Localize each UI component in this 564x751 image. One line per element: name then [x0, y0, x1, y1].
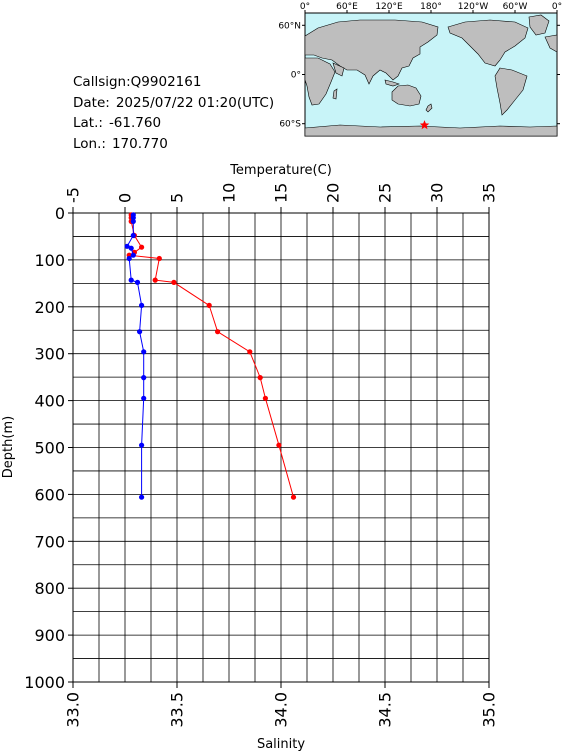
- salinity-data-point: [141, 395, 147, 401]
- temperature-data-point: [262, 395, 268, 401]
- temperature-data-point: [215, 329, 221, 335]
- temperature-tick-label: 10: [220, 183, 239, 203]
- landmass-arabia: [332, 62, 345, 77]
- salinity-data-point: [139, 442, 145, 448]
- salinity-data-point: [124, 243, 130, 249]
- landmass-europe-west: [544, 34, 558, 53]
- temperature-data-point: [257, 375, 263, 381]
- temperature-tick-label: 0: [116, 193, 135, 203]
- temperature-data-point: [139, 244, 145, 250]
- date-value: 2025/07/22 01:20(UTC): [115, 94, 275, 111]
- chart-grid: [72, 212, 490, 683]
- landmass-australia: [391, 84, 422, 107]
- map-lon-label: 0°: [552, 2, 562, 12]
- depth-tick-label: 300: [34, 345, 65, 364]
- callsign-value: Q9902161: [130, 74, 202, 90]
- salinity-tick-label: 33.0: [64, 692, 83, 728]
- salinity-data-point: [130, 218, 136, 224]
- depth-axis-label: Depth(m): [1, 416, 16, 478]
- lat-row: Lat.: -61.760: [73, 113, 274, 134]
- date-row: Date: 2025/07/22 01:20(UTC): [73, 93, 274, 114]
- depth-tick-label: 100: [34, 251, 65, 270]
- world-map: 0° 60°E 120°E 180° 120°W 60°W 0° 60°N 0° 60°S: [278, 2, 562, 137]
- temperature-data-point: [206, 302, 212, 308]
- landmass-north-america: [447, 19, 529, 67]
- salinity-tick-label: 33.5: [168, 692, 187, 728]
- callsign-label: Callsign:: [73, 74, 131, 90]
- map-lon-label: 60°E: [336, 2, 358, 12]
- temperature-tick-label: -5: [64, 187, 83, 203]
- temperature-tick-label: 35: [480, 183, 499, 203]
- temperature-tick-label: 30: [428, 183, 447, 203]
- depth-tick-label: 1000: [24, 673, 65, 692]
- depth-tick-label: 500: [34, 439, 65, 458]
- salinity-data-point: [134, 279, 141, 285]
- temperature-data-point: [276, 442, 282, 448]
- landmass-antarctica: [304, 124, 558, 137]
- lon-value: 170.770: [111, 135, 168, 152]
- depth-tick-label: 0: [55, 204, 65, 223]
- map-lon-label: 0°: [300, 2, 310, 12]
- salinity-data-point: [130, 252, 136, 258]
- salinity-data-point: [130, 232, 136, 239]
- temperature-profile-line: [127, 214, 294, 498]
- lat-value: -61.760: [108, 115, 162, 131]
- depth-tick-label: 900: [34, 626, 65, 645]
- map-lat-label: 60°S: [279, 120, 301, 130]
- date-label: Date:: [73, 94, 110, 111]
- salinity-data-point: [126, 255, 132, 262]
- depth-tick-label: 700: [34, 532, 65, 551]
- depth-tick-label: 400: [34, 392, 65, 411]
- map-lon-label: 60°W: [503, 2, 528, 12]
- salinity-data-point: [141, 349, 147, 355]
- depth-tick-label: 600: [34, 485, 65, 504]
- landmass-eurasia: [304, 19, 439, 85]
- salinity-data-point: [137, 329, 143, 335]
- landmass-greenland: [528, 14, 550, 36]
- landmass-indonesia: [384, 79, 400, 87]
- temperature-tick-label: 20: [324, 183, 343, 203]
- landmass-south-america: [494, 67, 528, 116]
- salinity-tick-label: 34.0: [272, 692, 291, 728]
- salinity-axis-label: Salinity: [257, 737, 305, 751]
- depth-tick-label: 200: [34, 298, 65, 317]
- salinity-data-point: [128, 245, 134, 251]
- temperature-data-point: [156, 255, 162, 262]
- station-location-marker: [419, 120, 430, 130]
- map-lon-label: 120°E: [375, 2, 403, 12]
- map-lon-label: 120°W: [458, 2, 489, 12]
- map-lon-label: 180°: [420, 2, 442, 12]
- temperature-data-point: [152, 277, 158, 283]
- landmass-africa: [304, 57, 336, 106]
- temperature-data-point: [171, 279, 177, 285]
- salinity-data-point: [130, 215, 136, 221]
- callsign-row: Callsign:Q9902161: [73, 72, 274, 93]
- landmass-madagascar: [332, 88, 338, 100]
- temperature-data-point: [247, 349, 253, 355]
- temperature-tick-label: 5: [168, 193, 187, 203]
- lon-row: Lon.: 170.770: [73, 134, 274, 155]
- landmass-new-zealand: [425, 103, 433, 113]
- map-lat-label: 0°: [291, 71, 301, 81]
- temperature-data-point: [290, 494, 297, 500]
- lat-label: Lat.:: [73, 115, 103, 131]
- map-lat-label: 60°N: [278, 21, 301, 31]
- depth-tick-label: 800: [34, 579, 65, 598]
- salinity-data-point: [128, 277, 134, 283]
- temperature-axis-label: Temperature(C): [229, 163, 332, 178]
- salinity-tick-label: 35.0: [480, 692, 499, 728]
- salinity-data-point: [139, 302, 145, 308]
- station-info: Callsign:Q9902161 Date: 2025/07/22 01:20(…: [73, 72, 274, 154]
- temperature-tick-label: 15: [272, 183, 291, 203]
- lon-label: Lon.:: [73, 135, 106, 152]
- salinity-tick-label: 34.5: [376, 692, 395, 728]
- temperature-tick-label: 25: [376, 183, 395, 203]
- salinity-data-point: [139, 494, 145, 500]
- map-landmasses: [304, 14, 558, 137]
- salinity-data-point: [141, 375, 147, 381]
